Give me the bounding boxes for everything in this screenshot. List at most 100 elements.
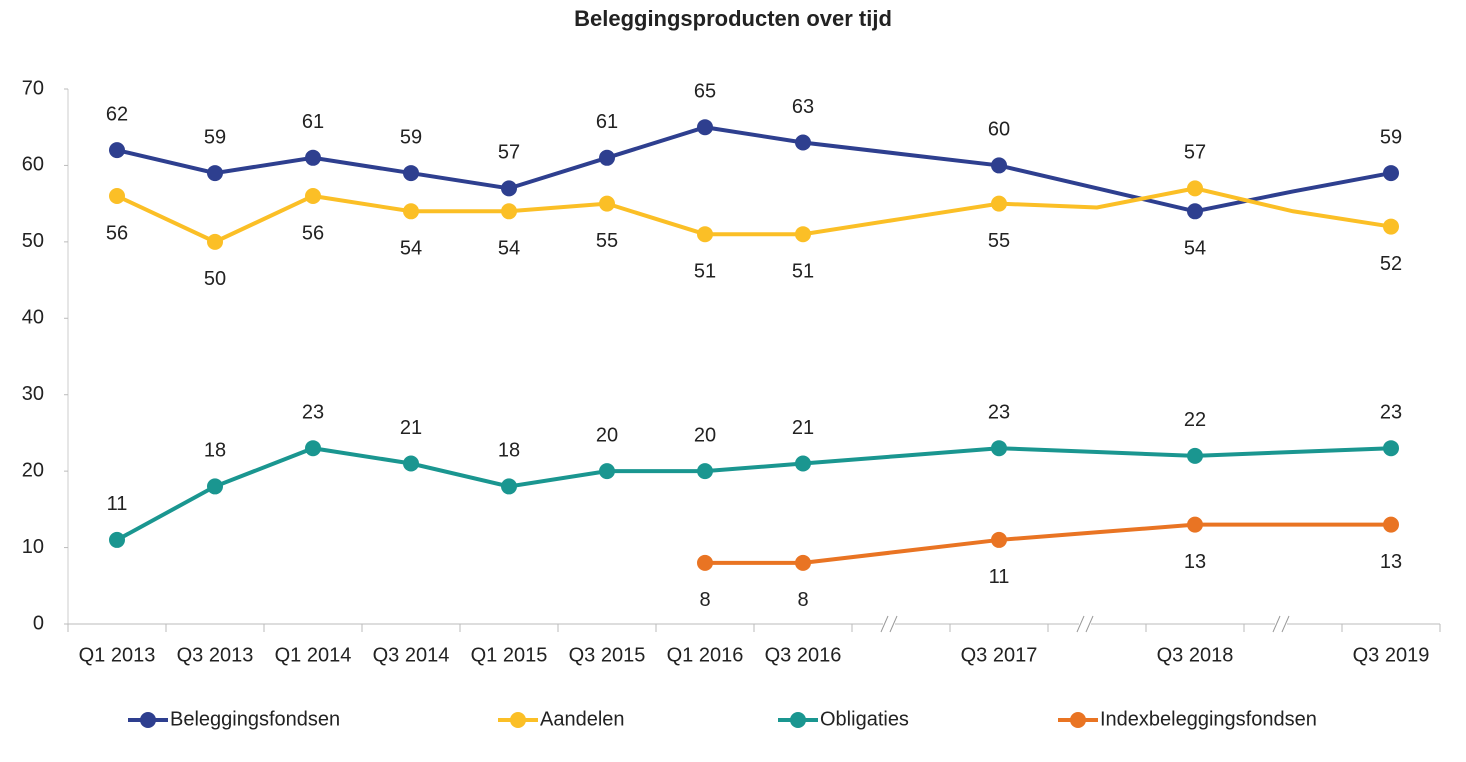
legend-label: Beleggingsfondsen bbox=[170, 708, 340, 730]
x-tick-label: Q3 2015 bbox=[569, 644, 646, 666]
point bbox=[795, 455, 811, 472]
axis-break bbox=[1272, 615, 1281, 633]
point bbox=[697, 463, 713, 480]
data-label: 54 bbox=[400, 238, 422, 260]
x-tick-label: Q1 2016 bbox=[667, 644, 744, 666]
axis-break bbox=[1281, 615, 1290, 633]
data-label: 54 bbox=[498, 238, 520, 260]
legend-marker bbox=[790, 712, 806, 728]
data-label: 57 bbox=[498, 142, 520, 164]
x-tick-label: Q3 2017 bbox=[961, 644, 1038, 666]
point bbox=[207, 165, 223, 182]
y-tick-label: 20 bbox=[22, 459, 44, 481]
legend-marker bbox=[1070, 712, 1086, 728]
x-tick-label: Q1 2013 bbox=[79, 644, 156, 666]
data-label: 57 bbox=[1184, 142, 1206, 164]
data-label: 8 bbox=[699, 589, 710, 611]
series-line bbox=[705, 522, 1391, 565]
data-label: 23 bbox=[302, 401, 324, 423]
legend-label: Obligaties bbox=[820, 708, 909, 730]
data-label: 61 bbox=[596, 111, 618, 133]
data-label: 20 bbox=[596, 424, 618, 446]
point bbox=[1187, 516, 1203, 533]
axis-break-gap bbox=[1079, 614, 1091, 634]
data-label: 13 bbox=[1184, 551, 1206, 573]
data-label: 13 bbox=[1380, 551, 1402, 573]
point bbox=[403, 455, 419, 472]
axis-break-gap bbox=[1275, 614, 1287, 634]
point bbox=[1383, 440, 1399, 457]
point bbox=[1187, 180, 1203, 197]
point bbox=[1383, 165, 1399, 182]
x-tick-label: Q3 2014 bbox=[373, 644, 450, 666]
x-tick-label: Q1 2014 bbox=[275, 644, 352, 666]
x-tick-label: Q3 2016 bbox=[765, 644, 842, 666]
point bbox=[1187, 203, 1203, 220]
point bbox=[501, 203, 517, 220]
data-label: 54 bbox=[1184, 238, 1206, 260]
chart-title: Beleggingsproducten over tijd bbox=[574, 6, 892, 31]
data-label: 11 bbox=[989, 566, 1010, 588]
data-label: 51 bbox=[792, 260, 814, 282]
point bbox=[795, 226, 811, 243]
axis-break bbox=[880, 615, 889, 633]
point bbox=[501, 478, 517, 495]
data-label: 18 bbox=[498, 440, 520, 462]
point bbox=[403, 165, 419, 182]
y-tick-label: 0 bbox=[33, 612, 44, 634]
data-label: 61 bbox=[302, 111, 324, 133]
data-label: 21 bbox=[400, 417, 422, 439]
point bbox=[109, 531, 125, 548]
axis-break-gap bbox=[883, 614, 895, 634]
point bbox=[501, 180, 517, 197]
data-label: 56 bbox=[106, 222, 128, 244]
data-label: 59 bbox=[1380, 126, 1402, 148]
data-label: 8 bbox=[797, 589, 808, 611]
point bbox=[991, 195, 1007, 212]
x-tick-label: Q3 2018 bbox=[1157, 644, 1234, 666]
axis-break bbox=[1085, 615, 1094, 633]
legend-marker bbox=[510, 712, 526, 728]
data-label: 59 bbox=[400, 126, 422, 148]
point bbox=[1383, 218, 1399, 235]
point bbox=[697, 226, 713, 243]
point bbox=[305, 188, 321, 204]
data-label: 55 bbox=[596, 230, 618, 252]
data-label: 11 bbox=[107, 493, 128, 515]
series-line bbox=[116, 125, 1392, 214]
axis-break bbox=[889, 615, 898, 633]
data-label: 23 bbox=[988, 401, 1010, 423]
point bbox=[599, 195, 615, 212]
y-tick-label: 60 bbox=[22, 154, 44, 176]
legend-marker bbox=[140, 712, 156, 728]
data-label: 18 bbox=[204, 440, 226, 462]
legend-label: Aandelen bbox=[540, 708, 625, 730]
point bbox=[109, 188, 125, 204]
data-label: 56 bbox=[302, 222, 324, 244]
x-tick-label: Q1 2015 bbox=[471, 644, 548, 666]
point bbox=[991, 531, 1007, 548]
point bbox=[599, 463, 615, 480]
point bbox=[795, 134, 811, 151]
point bbox=[991, 157, 1007, 174]
y-tick-label: 40 bbox=[22, 307, 44, 329]
x-tick-label: Q3 2013 bbox=[177, 644, 254, 666]
point bbox=[207, 233, 223, 250]
data-label: 62 bbox=[106, 103, 128, 125]
series-line bbox=[116, 186, 1392, 245]
legend-label: Indexbeleggingsfondsen bbox=[1100, 708, 1317, 730]
point bbox=[403, 203, 419, 220]
y-tick-label: 10 bbox=[22, 536, 44, 558]
point bbox=[599, 149, 615, 166]
point bbox=[795, 554, 811, 571]
data-label: 22 bbox=[1184, 409, 1206, 431]
y-tick-label: 50 bbox=[22, 230, 44, 252]
data-label: 50 bbox=[204, 268, 226, 290]
data-label: 52 bbox=[1380, 253, 1402, 275]
series-line bbox=[116, 446, 1392, 542]
point bbox=[1187, 447, 1203, 464]
point bbox=[991, 440, 1007, 457]
y-tick-label: 30 bbox=[22, 383, 44, 405]
data-label: 21 bbox=[792, 417, 814, 439]
